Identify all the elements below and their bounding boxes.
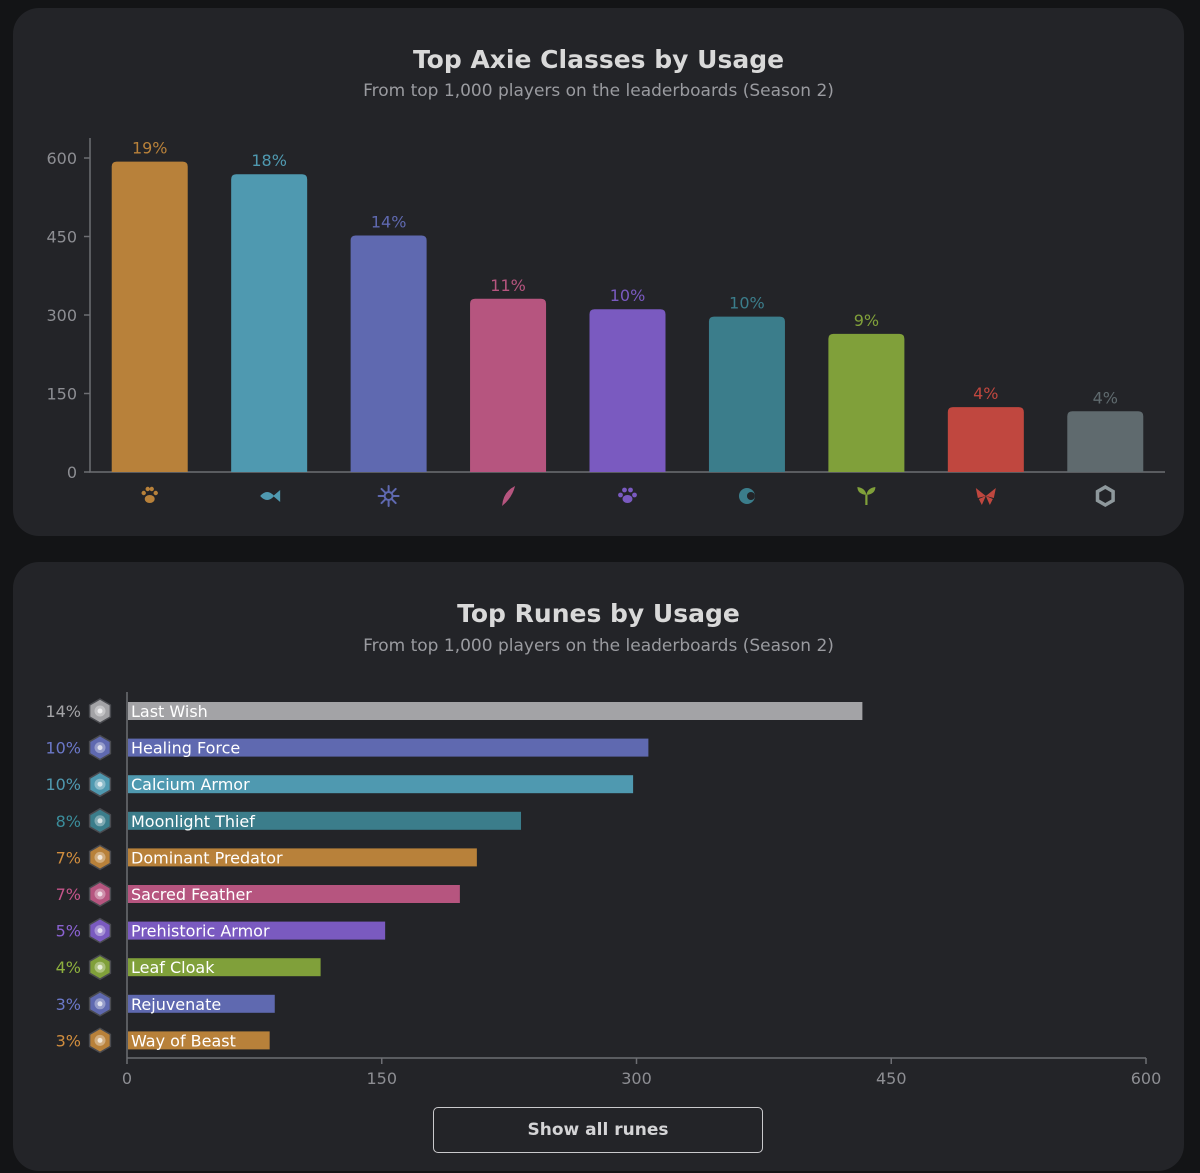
rune-bar[interactable] <box>128 1031 270 1050</box>
rune-name-label: Moonlight Thief <box>131 812 255 831</box>
y-tick-label: 450 <box>46 228 77 247</box>
rune-row[interactable]: 4% Leaf Cloak <box>56 954 321 981</box>
bar-value-label: 11% <box>490 276 526 295</box>
rune-row[interactable]: 8% Moonlight Thief <box>56 807 522 834</box>
bar-beast[interactable] <box>111 161 188 472</box>
beast-icon <box>141 486 158 503</box>
rune-bar[interactable] <box>128 738 649 757</box>
rune-bar[interactable] <box>128 958 321 977</box>
rune-name-label: Last Wish <box>131 702 208 721</box>
rune-percent-label: 10% <box>45 739 81 758</box>
rune-name-label: Calcium Armor <box>131 775 250 794</box>
rune-percent-label: 3% <box>56 995 81 1014</box>
bar-aquatic[interactable] <box>231 174 308 472</box>
rune-name-label: Leaf Cloak <box>131 958 215 977</box>
plant-icon <box>857 487 876 505</box>
rune-row[interactable]: 10% Calcium Armor <box>45 771 634 798</box>
bar-dusk[interactable] <box>708 316 785 472</box>
rune-icon <box>88 698 112 724</box>
rune-percent-label: 4% <box>56 958 81 977</box>
mech-icon <box>377 485 400 507</box>
rune-name-label: Prehistoric Armor <box>131 922 270 941</box>
dawn-icon <box>975 488 996 505</box>
neutral-icon <box>1095 484 1115 508</box>
rune-usage-card: Top Runes by Usage From top 1,000 player… <box>13 562 1184 1171</box>
rune-name-label: Sacred Feather <box>131 885 252 904</box>
bar-value-label: 10% <box>729 294 765 313</box>
rune-icon <box>88 844 112 871</box>
rune-name-label: Rejuvenate <box>131 995 221 1014</box>
bird-icon <box>502 486 516 506</box>
bar-value-label: 18% <box>251 151 287 170</box>
rune-chart-subtitle: From top 1,000 players on the leaderboar… <box>363 636 834 656</box>
bar-plant[interactable] <box>828 333 905 472</box>
x-tick-label: 300 <box>621 1069 652 1088</box>
rune-icon <box>88 807 112 834</box>
rune-row[interactable]: 3% Way of Beast <box>56 1027 270 1054</box>
y-tick-label: 0 <box>67 463 77 482</box>
bar-mech[interactable] <box>350 235 427 472</box>
rune-bar[interactable] <box>128 702 863 720</box>
bug-icon <box>618 487 637 503</box>
x-tick-label: 600 <box>1131 1069 1162 1088</box>
x-tick-label: 150 <box>366 1069 397 1088</box>
rune-row[interactable]: 10% Healing Force <box>45 734 649 761</box>
x-tick-label: 450 <box>876 1069 907 1088</box>
rune-icon <box>88 1027 112 1054</box>
bar-bird[interactable] <box>470 298 547 472</box>
bar-bug[interactable] <box>589 309 666 472</box>
class-usage-card: Top Axie Classes by Usage From top 1,000… <box>13 8 1184 536</box>
rune-bar[interactable] <box>128 885 460 903</box>
rune-usage-chart: 0 150 300 450 600 14% Last Wish 10% Healing Forc… <box>45 692 1162 1088</box>
rune-percent-label: 7% <box>56 848 81 867</box>
rune-name-label: Dominant Predator <box>131 848 283 867</box>
rune-bar[interactable] <box>128 848 477 867</box>
bar-value-label: 4% <box>973 384 998 403</box>
rune-percent-label: 5% <box>56 922 81 941</box>
class-chart-title: Top Axie Classes by Usage <box>412 45 785 74</box>
bar-value-label: 14% <box>371 212 407 231</box>
class-chart-subtitle: From top 1,000 players on the leaderboar… <box>363 81 834 101</box>
bar-value-label: 10% <box>610 286 646 305</box>
rune-row[interactable]: 5% Prehistoric Armor <box>56 917 386 944</box>
bar-value-label: 4% <box>1093 388 1118 407</box>
bar-neutral[interactable] <box>1067 411 1144 472</box>
rune-name-label: Way of Beast <box>131 1031 236 1050</box>
y-tick-label: 300 <box>46 306 77 325</box>
y-tick-label: 600 <box>46 149 77 168</box>
rune-icon <box>88 771 112 798</box>
dusk-icon <box>738 488 755 504</box>
rune-name-label: Healing Force <box>131 739 240 758</box>
bar-value-label: 19% <box>132 139 168 158</box>
rune-icon <box>88 881 112 907</box>
rune-row[interactable]: 7% Sacred Feather <box>56 881 460 907</box>
rune-percent-label: 7% <box>56 885 81 904</box>
rune-row[interactable]: 3% Rejuvenate <box>56 990 275 1017</box>
rune-percent-label: 8% <box>56 812 81 831</box>
class-usage-chart: 0 150 300 450 600 19% 18% 14% 11% 10% 10% 9% 4% 4% <box>46 138 1165 508</box>
rune-bar[interactable] <box>128 775 634 794</box>
rune-bar[interactable] <box>128 921 386 940</box>
rune-icon <box>88 917 112 944</box>
rune-row[interactable]: 7% Dominant Predator <box>56 844 477 871</box>
rune-row[interactable]: 14% Last Wish <box>45 698 863 724</box>
show-all-runes-button[interactable]: Show all runes <box>433 1107 763 1153</box>
rune-bar[interactable] <box>128 811 522 830</box>
rune-icon <box>88 954 112 981</box>
rune-percent-label: 14% <box>45 702 81 721</box>
y-tick-label: 150 <box>46 385 77 404</box>
bar-dawn[interactable] <box>947 407 1024 472</box>
x-tick-label: 0 <box>122 1069 132 1088</box>
rune-percent-label: 10% <box>45 775 81 794</box>
rune-icon <box>88 734 112 761</box>
rune-chart-title: Top Runes by Usage <box>457 599 740 628</box>
bar-value-label: 9% <box>854 311 879 330</box>
rune-percent-label: 3% <box>56 1031 81 1050</box>
aquatic-icon <box>260 490 281 502</box>
rune-bar[interactable] <box>128 994 275 1013</box>
rune-icon <box>88 990 112 1017</box>
